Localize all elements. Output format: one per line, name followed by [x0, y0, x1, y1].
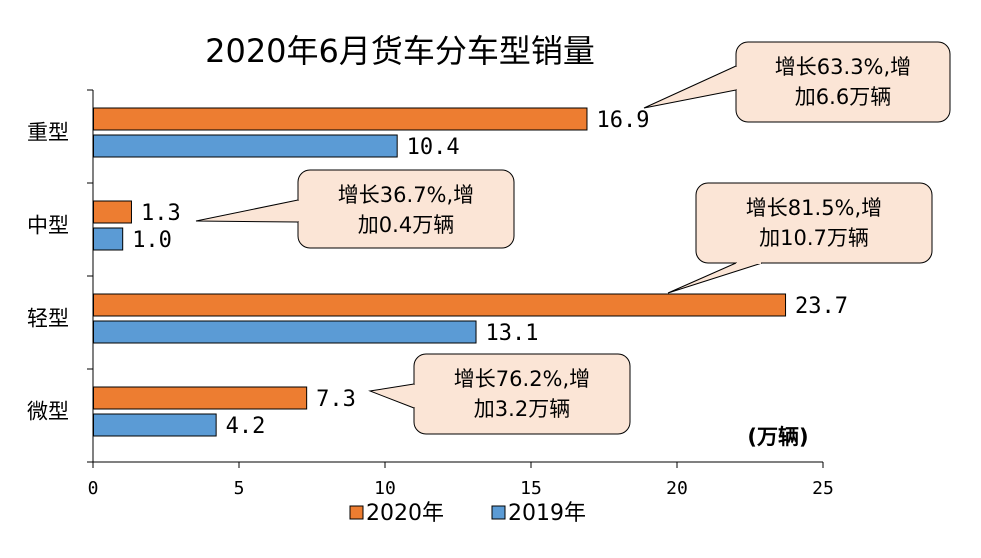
callout-pointer — [667, 262, 763, 294]
bar — [93, 413, 217, 437]
data-label: 1.0 — [132, 228, 172, 253]
legend-label: 2020年 — [366, 501, 444, 526]
bar — [93, 227, 124, 251]
x-tick-label: 5 — [234, 478, 245, 499]
category-label: 轻型 — [27, 307, 69, 331]
category-label: 微型 — [27, 400, 69, 424]
legend-swatch — [349, 505, 364, 520]
callout-text: 加10.7万辆 — [759, 226, 869, 250]
data-label: 4.2 — [226, 414, 266, 439]
callout-pointer — [195, 199, 299, 223]
data-label: 13.1 — [486, 321, 539, 346]
data-label: 7.3 — [316, 387, 356, 412]
bar — [93, 200, 132, 224]
callouts: 增长63.3%,增加6.6万辆增长36.7%,增加0.4万辆增长81.5%,增加… — [195, 41, 951, 435]
bar — [93, 320, 477, 344]
data-label: 16.9 — [596, 108, 649, 133]
callout-text: 增长81.5%,增 — [746, 196, 882, 220]
legend-label: 2019年 — [508, 501, 586, 526]
data-label: 23.7 — [795, 294, 848, 319]
category-label: 重型 — [27, 121, 69, 145]
unit-label: (万辆) — [747, 425, 808, 449]
callout-text: 加3.2万辆 — [474, 397, 570, 421]
x-tick-label: 15 — [520, 478, 542, 499]
callout: 增长76.2%,增加3.2万辆 — [368, 353, 631, 435]
callout-text: 加6.6万辆 — [795, 85, 891, 109]
callout-box — [413, 353, 631, 435]
bars: 16.9 10.4 1.31.0 23.7 13.1 7.3 4.2 — [93, 107, 848, 439]
callout-box — [695, 182, 933, 264]
data-label: 1.3 — [141, 201, 181, 226]
callout-pointer — [643, 65, 737, 109]
legend-swatch — [491, 505, 506, 520]
callout-text: 增长36.7%,增 — [338, 183, 474, 207]
callout-text: 增长63.3%,增 — [775, 55, 911, 79]
x-tick-label: 20 — [666, 478, 688, 499]
data-label: 10.4 — [407, 135, 460, 160]
callout-box — [735, 41, 951, 123]
bar — [93, 386, 308, 410]
callout: 增长63.3%,增加6.6万辆 — [643, 41, 951, 123]
legend: 2020年 2019年 — [349, 501, 586, 526]
callout-text: 加0.4万辆 — [358, 213, 454, 237]
bar — [93, 107, 588, 131]
callout-pointer — [368, 383, 415, 409]
bar — [93, 293, 787, 317]
bar — [93, 134, 398, 158]
chart-title: 2020年6月货车分车型销量 — [205, 32, 595, 70]
x-tick-label: 25 — [812, 478, 834, 499]
x-tick-label: 10 — [374, 478, 396, 499]
x-tick-label: 0 — [88, 478, 99, 499]
callout: 增长36.7%,增加0.4万辆 — [195, 169, 515, 249]
category-label: 中型 — [27, 214, 69, 238]
callout-text: 增长76.2%,增 — [454, 367, 590, 391]
